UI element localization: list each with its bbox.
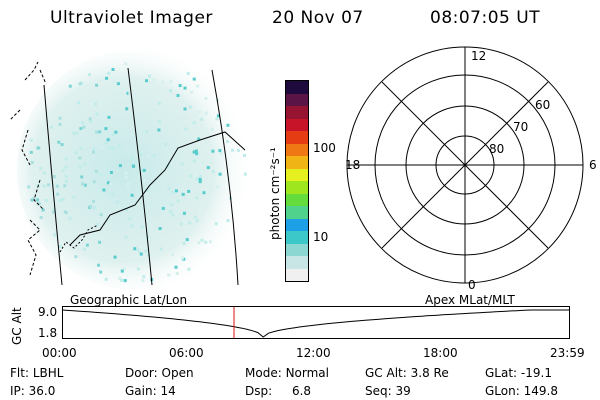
meridian-line bbox=[127, 67, 153, 286]
colorbar-units-label: photon cm⁻²s⁻¹ bbox=[268, 147, 282, 240]
colorbar-segment bbox=[286, 143, 308, 156]
info-gain: Gain: 14 bbox=[125, 384, 176, 398]
geographic-caption: Geographic Lat/Lon bbox=[70, 293, 188, 307]
info-mode: Mode: Normal bbox=[245, 366, 329, 380]
info-glon: GLon: 149.8 bbox=[485, 384, 558, 398]
mlt-label-0: 0 bbox=[468, 278, 476, 290]
info-gc-alt: GC Alt: 3.8 Re bbox=[365, 366, 449, 380]
emission-speckle bbox=[27, 62, 247, 283]
geographic-image-panel bbox=[9, 50, 253, 290]
mlt-label-6: 6 bbox=[589, 158, 597, 172]
colorbar bbox=[285, 80, 309, 282]
colorbar-segment bbox=[286, 193, 308, 206]
mlat-label-60: 60 bbox=[535, 98, 550, 112]
mlat-label-70: 70 bbox=[513, 120, 528, 134]
xtick-2359: 23:59 bbox=[550, 346, 585, 360]
timeline-frame bbox=[62, 306, 570, 339]
xtick-1200: 12:00 bbox=[296, 346, 331, 360]
meridian-line bbox=[43, 84, 63, 286]
mlat-label-80: 80 bbox=[489, 142, 504, 156]
aurora-emission-region bbox=[17, 50, 253, 290]
meridian-line bbox=[211, 69, 239, 286]
coastline bbox=[69, 131, 246, 246]
ytick-1-8: 1.8 bbox=[38, 326, 58, 340]
timeline-ylabel: GC Alt bbox=[10, 307, 24, 345]
coastline bbox=[59, 224, 99, 253]
mlt-label-12: 12 bbox=[471, 49, 486, 63]
colorbar-segment bbox=[286, 168, 308, 181]
colorbar-segment bbox=[286, 156, 308, 169]
mlt-label-18: 18 bbox=[345, 158, 360, 172]
xtick-0600: 06:00 bbox=[169, 346, 204, 360]
info-dsp: Dsp: 6.8 bbox=[245, 384, 312, 398]
colorbar-segment bbox=[286, 131, 308, 144]
colorbar-segment bbox=[286, 118, 308, 131]
polar-mlt-plot: 12 18 6 0 60 70 80 bbox=[345, 46, 597, 290]
colorbar-tick-10: 10 bbox=[313, 230, 329, 244]
colorbar-segment bbox=[286, 231, 308, 244]
colorbar-segment bbox=[286, 268, 308, 281]
coastline bbox=[9, 61, 47, 276]
colorbar-segment bbox=[286, 106, 308, 119]
info-door: Door: Open bbox=[125, 366, 194, 380]
colorbar-tick-100: 100 bbox=[313, 141, 336, 155]
xtick-1800: 18:00 bbox=[423, 346, 458, 360]
info-flt: Flt: LBHL bbox=[10, 366, 64, 380]
colorbar-segment bbox=[286, 81, 308, 94]
colorbar-segment bbox=[286, 206, 308, 219]
instrument-title: Ultraviolet Imager bbox=[50, 8, 213, 28]
date-label: 20 Nov 07 bbox=[272, 8, 364, 28]
colorbar-segment bbox=[286, 218, 308, 231]
time-label: 08:07:05 UT bbox=[430, 8, 541, 28]
orbit-altitude-timeline bbox=[62, 306, 570, 339]
info-seq: Seq: 39 bbox=[365, 384, 411, 398]
info-glat: GLat: -19.1 bbox=[485, 366, 552, 380]
colorbar-segment bbox=[286, 243, 308, 256]
altitude-curve bbox=[62, 309, 570, 338]
info-ip: IP: 36.0 bbox=[10, 384, 56, 398]
colorbar-segment bbox=[286, 93, 308, 106]
apex-caption: Apex MLat/MLT bbox=[425, 293, 515, 307]
polar-diagonal bbox=[381, 81, 549, 249]
xtick-0000: 00:00 bbox=[42, 346, 77, 360]
ytick-9: 9.0 bbox=[38, 305, 58, 319]
colorbar-segment bbox=[286, 256, 308, 269]
colorbar-segment bbox=[286, 181, 308, 194]
